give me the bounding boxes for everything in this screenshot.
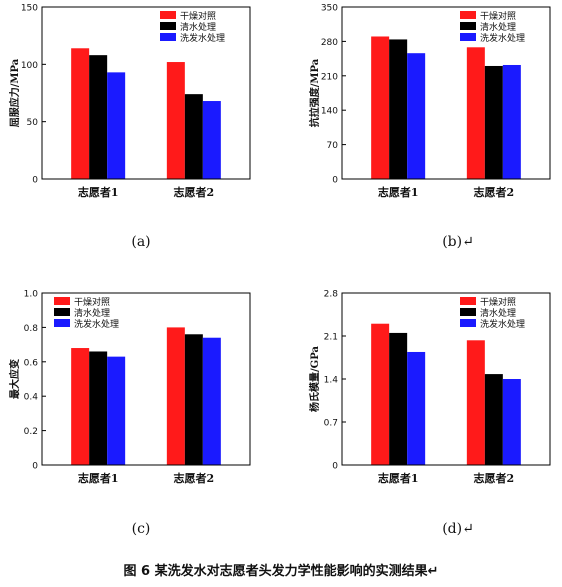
bar: [466, 340, 485, 465]
bar: [107, 356, 126, 465]
bar: [166, 62, 185, 179]
legend-label: 清水处理: [180, 21, 216, 33]
panel-label: (c): [132, 521, 151, 537]
bar: [389, 39, 408, 180]
legend-label: 洗发水处理: [74, 318, 119, 330]
bar: [502, 379, 521, 465]
figure-caption: 图 6 某洗发水对志愿者头发力学性能影响的实测结果↵: [123, 564, 439, 579]
legend-swatch: [160, 33, 176, 41]
bar: [502, 64, 521, 179]
y-tick-label: 0.4: [24, 393, 39, 403]
x-tick-label: 志愿者1: [78, 185, 119, 199]
x-tick-label: 志愿者2: [174, 185, 215, 199]
panel-label: (a): [131, 234, 150, 250]
panel-label: (b)↵: [442, 234, 474, 250]
y-tick-label: 0: [332, 462, 338, 472]
bar: [107, 72, 126, 179]
legend-label: 干燥对照: [480, 10, 516, 22]
y-tick-label: 0: [32, 176, 38, 186]
legend-swatch: [54, 319, 70, 327]
y-tick-label: 280: [321, 38, 338, 48]
bar: [89, 55, 108, 179]
legend-label: 干燥对照: [180, 10, 216, 22]
y-tick-label: 0.6: [24, 358, 39, 368]
bar: [371, 36, 390, 179]
legend-swatch: [460, 297, 476, 305]
legend-swatch: [460, 22, 476, 30]
y-tick-label: 350: [321, 4, 338, 14]
legend-swatch: [460, 33, 476, 41]
chart-panel-4: 志愿者1 志愿者2 0 0.7 1.4 2.1 2.8 杨氏模量/GPa 干燥对照清水处理洗发水…: [308, 290, 551, 537]
y-tick-label: 0.7: [324, 419, 338, 429]
x-tick-label: 志愿者1: [378, 471, 419, 485]
plot-frame: [41, 292, 251, 466]
y-axis-label: 最大应变: [8, 359, 21, 399]
x-tick-label: 志愿者1: [78, 471, 119, 485]
bar: [202, 337, 221, 465]
bar: [407, 351, 426, 465]
legend-label: 洗发水处理: [180, 32, 225, 44]
plot-frame: [341, 292, 551, 466]
panel-label: (d)↵: [442, 521, 474, 537]
legend-label: 洗发水处理: [480, 318, 525, 330]
bar: [484, 65, 503, 179]
bar: [484, 374, 503, 465]
y-axis-label: 杨氏模量/GPa: [308, 346, 321, 412]
y-axis-label: 屈服应力/MPa: [8, 58, 21, 127]
bar: [166, 327, 185, 465]
y-tick-label: 2.1: [324, 333, 338, 343]
plot-frame: [341, 6, 551, 180]
y-tick-label: 150: [21, 4, 38, 14]
bar: [389, 332, 408, 465]
plot-frame: [41, 6, 251, 180]
legend-swatch: [54, 308, 70, 316]
y-tick-label: 100: [21, 61, 38, 71]
bar: [89, 351, 108, 465]
legend-swatch: [54, 297, 70, 305]
bar: [202, 101, 221, 179]
legend-label: 清水处理: [74, 307, 110, 319]
x-tick-label: 志愿者2: [474, 185, 515, 199]
legend-label: 干燥对照: [74, 296, 110, 308]
legend-swatch: [460, 319, 476, 327]
y-tick-label: 50: [27, 118, 39, 128]
chart-panel-3: 志愿者1 志愿者2 0 0.2 0.4 0.6 0.8 1.0 最大应变 干燥对照清水处理洗发水处…: [8, 290, 251, 537]
bar: [184, 334, 203, 465]
legend-swatch: [460, 308, 476, 316]
y-tick-label: 0: [32, 462, 38, 472]
x-tick-label: 志愿者2: [474, 471, 515, 485]
legend-label: 清水处理: [480, 21, 516, 33]
x-tick-label: 志愿者1: [378, 185, 419, 199]
y-tick-label: 2.8: [324, 290, 339, 300]
legend-swatch: [160, 11, 176, 19]
y-tick-label: 70: [327, 141, 339, 151]
bar: [371, 323, 390, 465]
y-tick-label: 140: [321, 107, 338, 117]
x-tick-label: 志愿者2: [174, 471, 215, 485]
y-tick-label: 1.0: [24, 290, 39, 300]
legend-label: 干燥对照: [480, 296, 516, 308]
legend-swatch: [160, 22, 176, 30]
legend-label: 清水处理: [480, 307, 516, 319]
bar: [466, 47, 485, 179]
bar: [407, 53, 426, 179]
legend-swatch: [460, 11, 476, 19]
bar: [184, 94, 203, 179]
y-tick-label: 0.2: [24, 427, 38, 437]
chart-panel-2: 志愿者1 志愿者2 0 70 140 210 280 350 抗拉强度/MPa 干燥对照清水处理洗…: [308, 4, 551, 250]
y-tick-label: 1.4: [324, 376, 339, 386]
y-tick-label: 0.8: [24, 324, 39, 334]
y-tick-label: 210: [321, 72, 338, 82]
legend-label: 洗发水处理: [480, 32, 525, 44]
bar: [71, 348, 90, 465]
y-tick-label: 0: [332, 176, 338, 186]
bar: [71, 48, 90, 179]
y-axis-label: 抗拉强度/MPa: [308, 58, 321, 127]
